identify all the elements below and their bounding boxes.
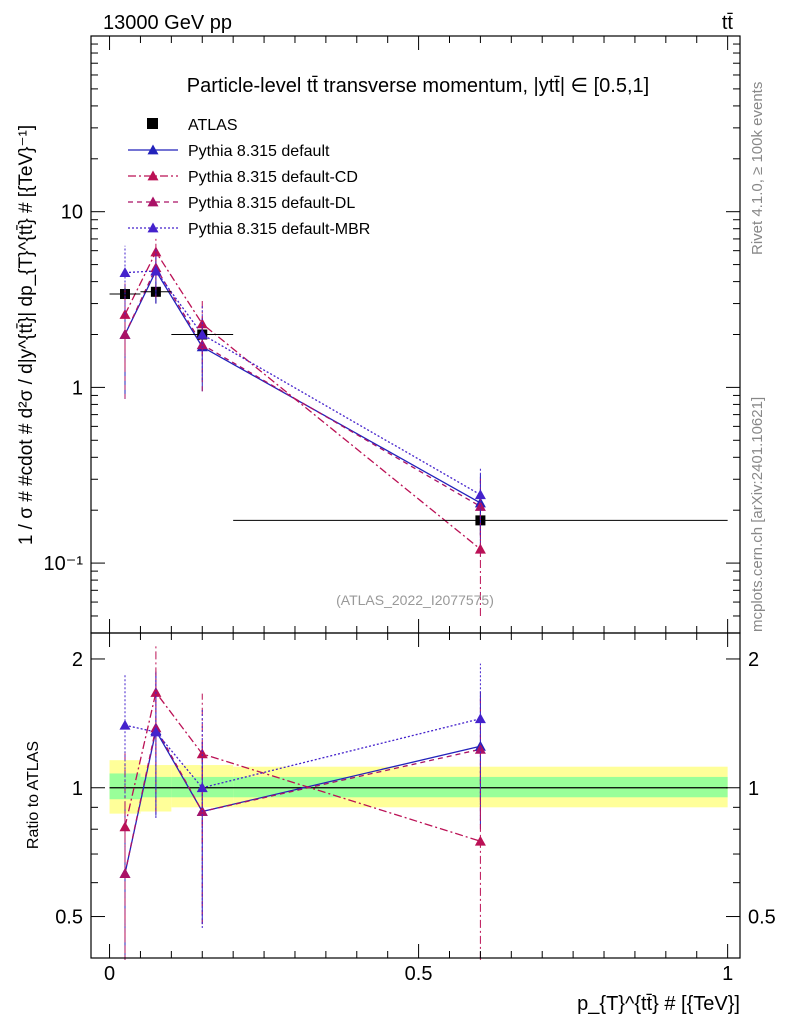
data-point-4	[150, 265, 162, 276]
ratio-y-tick-label: 1	[72, 778, 83, 800]
x-tick-label: 1	[722, 963, 733, 985]
ratio-y-tick-label-right: 0.5	[748, 907, 776, 929]
series-line-2	[124, 250, 481, 550]
main-panel: 10⁻¹ 1 10 Particle-level tt̄ transverse mo…	[16, 35, 741, 634]
legend-label: ATLAS	[188, 117, 238, 134]
ratio-markers	[119, 645, 486, 960]
rivet-label: Rivet 4.1.0, ≥ 100k events	[749, 82, 766, 255]
series-line-4	[124, 270, 481, 496]
header-left: 13000 GeV pp	[103, 12, 232, 34]
ratio-y-tick-label-right: 1	[748, 778, 759, 800]
data-point-3	[119, 329, 131, 339]
data-point-4	[474, 489, 486, 500]
ratio-y-tick-label-right: 2	[748, 649, 759, 671]
data-point-4	[196, 329, 208, 339]
legend-label: Pythia 8.315 default-DL	[188, 195, 355, 212]
chart-title: Particle-level tt̄ transverse momentum, …	[187, 75, 649, 97]
analysis-watermark: (ATLAS_2022_I2077575)	[336, 592, 494, 608]
legend-marker	[147, 144, 159, 155]
legend-label: Pythia 8.315 default	[188, 143, 330, 160]
ratio-y-tick-label: 2	[72, 649, 83, 671]
main-series-lines	[124, 250, 481, 550]
legend-marker-atlas	[147, 118, 158, 129]
header-right: tt̄	[722, 12, 734, 34]
y-tick-label: 10	[61, 202, 83, 224]
series-line-2	[124, 726, 481, 874]
data-point-3	[150, 726, 162, 737]
data-point-4	[119, 267, 131, 278]
x-tick-label: 0	[104, 963, 115, 985]
series-line-3	[124, 266, 481, 508]
data-point-3	[474, 713, 486, 724]
legend-marker	[147, 196, 159, 207]
x-axis-label: p_{T}^{tt̄} # [{TeV}]	[577, 993, 740, 1015]
main-markers	[109, 238, 728, 616]
ratio-series-lines	[124, 690, 481, 874]
data-point-3	[119, 719, 131, 730]
data-point-1	[119, 821, 131, 832]
ratio-y-axis-label: Ratio to ATLAS	[25, 741, 42, 849]
ratio-axis-ticks: 0.5 0.5 1 1 2 2 0 0.5 1	[55, 633, 776, 985]
legend-label: Pythia 8.315 default-MBR	[188, 221, 370, 238]
data-point-3	[196, 782, 208, 793]
x-tick-label: 0.5	[405, 963, 433, 985]
series-line-1	[124, 690, 481, 842]
y-axis-label: 1 / σ # #cdot # d²σ / d|y^{tt̄}| dp_{T}^…	[16, 125, 37, 545]
legend-label: Pythia 8.315 default-CD	[188, 169, 358, 186]
legend-marker	[147, 222, 159, 233]
ratio-frame	[90, 632, 741, 959]
ratio-panel: 0.5 0.5 1 1 2 2 0 0.5 1 Ratio to ATLAS p_{T}^{tt…	[25, 632, 776, 1015]
legend: ATLAS Pythia 8.315 default Pythia 8.315 de…	[128, 117, 370, 238]
data-point-2	[119, 868, 131, 878]
data-point-3	[196, 339, 208, 350]
legend-marker	[147, 170, 159, 181]
ratio-y-tick-label: 0.5	[55, 907, 83, 929]
y-tick-label: 1	[72, 377, 83, 399]
data-point-1	[196, 748, 208, 759]
y-tick-label: 10⁻¹	[44, 553, 84, 575]
main-axis-ticks: 10⁻¹ 1 10	[44, 35, 740, 634]
mcplots-label: mcplots.cern.ch [arXiv:2401.10621]	[749, 397, 766, 632]
data-point-1	[474, 835, 486, 846]
data-point-2	[474, 543, 486, 554]
